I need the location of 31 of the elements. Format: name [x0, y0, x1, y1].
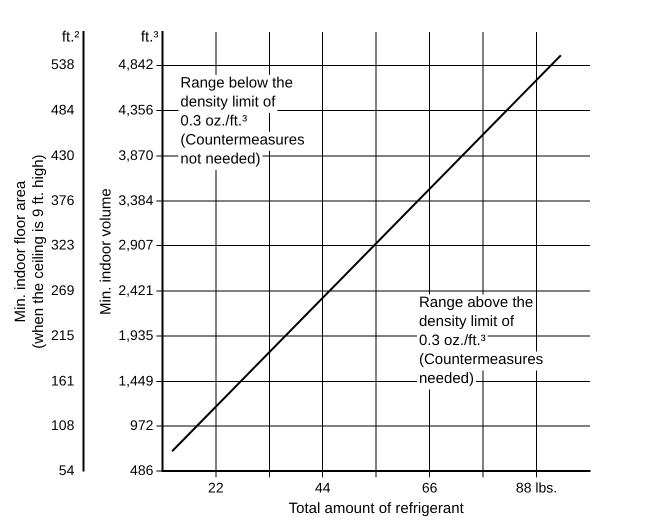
y2-tick-label: 54: [58, 462, 75, 478]
y2-tick-label: 538: [51, 56, 75, 72]
y-tick-label: 1,449: [118, 372, 154, 388]
y-tick-label: 2,421: [118, 282, 154, 298]
y-tick-label: 486: [130, 462, 154, 478]
y2-tick-label: 161: [51, 372, 75, 388]
x-tick-label: 44: [314, 479, 331, 496]
y-tick-label: 4,842: [118, 56, 154, 72]
x-tick-label: 22: [208, 479, 224, 496]
y-tick-label: 972: [130, 416, 154, 433]
y-tick-label: 3,870: [118, 146, 154, 163]
annotation: Range above the density limit of 0.3 oz./ft.³ (Countermeasures needed): [418, 294, 544, 388]
text: ft.³: [140, 28, 158, 46]
x-tick-label: 66: [422, 479, 438, 496]
y-tick-label: 2,907: [118, 236, 154, 252]
y2-tick-label: 323: [51, 236, 75, 253]
x-axis-title: Total amount of refrigerant: [288, 500, 465, 518]
text: ft.²: [62, 28, 80, 46]
x-tick-label: 88 lbs.: [516, 479, 558, 496]
y2-axis-title: Min. indoor floor area (when the ceiling is 9 ft. high): [12, 154, 48, 349]
annotation: Range below the density limit of 0.3 oz./ft.³ (Countermeasures not needed): [180, 74, 305, 168]
y2-tick-label: 430: [51, 146, 75, 163]
y2-tick-label: 376: [51, 192, 75, 208]
y2-tick-label: 269: [51, 282, 75, 298]
y2-tick-label: 108: [51, 416, 75, 433]
y2-tick-label: 215: [51, 327, 75, 344]
y2-tick-label: 484: [51, 102, 75, 118]
y-tick-label: 1,935: [118, 327, 154, 344]
y-axis-title: Min. indoor volume: [98, 188, 114, 315]
y-tick-label: 3,384: [118, 192, 154, 208]
y-tick-label: 4,356: [118, 101, 154, 118]
